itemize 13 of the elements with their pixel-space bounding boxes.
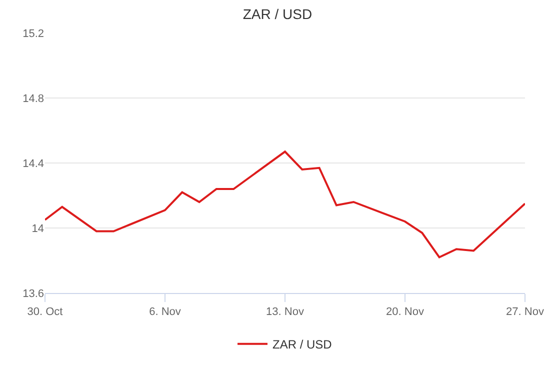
chart-title: ZAR / USD <box>242 6 312 22</box>
line-series <box>45 150 525 258</box>
x-tick-label: 20. Nov <box>386 306 424 318</box>
y-tick-label: 14.4 <box>22 158 44 170</box>
y-tick-label: 14 <box>32 222 44 235</box>
legend-label: ZAR / USD <box>272 338 332 352</box>
y-tick-label: 13.6 <box>22 288 44 300</box>
y-tick-label: 15.2 <box>22 28 44 40</box>
x-tick-label: 13. Nov <box>266 306 304 318</box>
x-tick-label: 30. Oct <box>27 306 63 318</box>
x-tick-label: 6. Nov <box>149 306 182 318</box>
y-tick-label: 14.8 <box>22 92 44 105</box>
x-tick-label: 27. Nov <box>506 306 544 318</box>
